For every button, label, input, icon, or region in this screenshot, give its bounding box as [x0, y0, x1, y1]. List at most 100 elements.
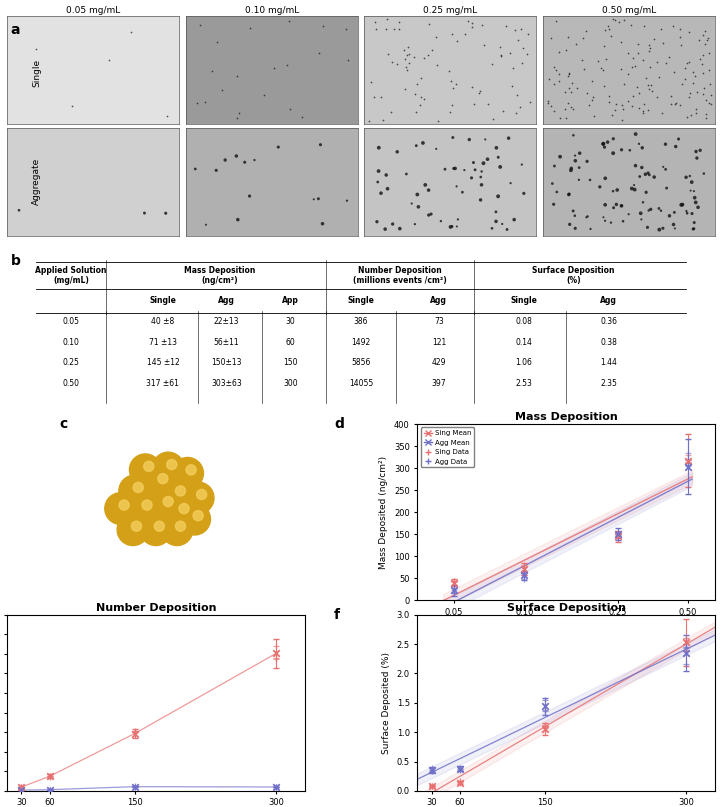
Point: [681, 646, 692, 659]
Point: [697, 66, 708, 79]
Text: App: App: [282, 296, 299, 305]
Point: [422, 48, 434, 61]
Point: [387, 218, 399, 231]
Point: [16, 784, 27, 797]
Point: [371, 215, 383, 228]
Point: [597, 137, 609, 150]
Circle shape: [175, 486, 186, 496]
Point: [586, 74, 597, 87]
Point: [681, 204, 692, 217]
Point: [448, 162, 459, 175]
Point: [446, 98, 458, 111]
Text: 0.38: 0.38: [600, 337, 617, 346]
Point: [599, 79, 610, 92]
Point: [607, 185, 619, 198]
Title: 0.10 mg/mL: 0.10 mg/mL: [245, 6, 299, 15]
Point: [16, 780, 27, 793]
Point: [570, 222, 581, 235]
Text: 0.25: 0.25: [63, 358, 79, 367]
Point: [343, 53, 355, 66]
Point: [399, 82, 411, 95]
Point: [512, 33, 523, 46]
Point: [272, 140, 284, 153]
Point: [612, 532, 623, 545]
Point: [560, 86, 571, 98]
Point: [129, 780, 140, 793]
Point: [630, 128, 641, 140]
Point: [415, 71, 427, 84]
Point: [448, 587, 460, 600]
Circle shape: [109, 500, 129, 521]
Point: [388, 23, 400, 36]
Point: [682, 456, 694, 469]
Point: [677, 199, 688, 211]
Point: [482, 97, 494, 110]
Point: [612, 529, 623, 541]
Point: [637, 104, 648, 117]
Point: [491, 141, 503, 154]
Point: [373, 141, 385, 154]
Point: [510, 107, 521, 119]
Point: [565, 164, 577, 177]
Point: [682, 457, 694, 470]
Point: [525, 95, 536, 108]
Point: [232, 70, 243, 83]
Point: [643, 103, 654, 116]
Point: [602, 20, 614, 33]
Point: [658, 161, 669, 174]
Point: [634, 170, 645, 183]
Point: [284, 102, 296, 115]
Point: [504, 47, 516, 60]
Circle shape: [144, 466, 175, 498]
Point: [553, 68, 565, 81]
Point: [497, 105, 508, 118]
Point: [630, 159, 641, 172]
Point: [644, 61, 656, 73]
Point: [642, 78, 653, 91]
Text: 0.10: 0.10: [63, 337, 79, 346]
Point: [189, 162, 201, 175]
Point: [564, 218, 575, 231]
Point: [476, 19, 487, 31]
Point: [563, 188, 575, 201]
Point: [612, 526, 623, 539]
Point: [645, 203, 656, 215]
Circle shape: [158, 474, 168, 483]
Point: [691, 152, 703, 165]
Point: [622, 68, 633, 81]
Point: [103, 53, 115, 66]
Point: [234, 107, 245, 119]
Point: [691, 86, 703, 99]
Point: [414, 98, 426, 111]
Point: [687, 223, 699, 236]
Point: [598, 40, 609, 52]
Point: [44, 783, 56, 796]
Point: [599, 140, 610, 153]
Point: [386, 56, 398, 69]
Point: [687, 207, 698, 220]
Point: [539, 722, 551, 735]
Point: [637, 54, 648, 67]
Point: [503, 132, 514, 144]
Point: [661, 56, 672, 69]
Point: [701, 34, 713, 47]
Point: [554, 111, 566, 124]
Text: 30: 30: [285, 317, 295, 326]
Point: [500, 19, 511, 32]
Point: [451, 180, 462, 193]
Title: Mass Deposition: Mass Deposition: [515, 412, 617, 422]
Point: [599, 23, 611, 36]
Text: 60: 60: [285, 337, 295, 346]
Point: [380, 169, 392, 182]
Point: [656, 107, 667, 119]
Point: [612, 526, 623, 539]
Point: [475, 170, 487, 183]
Point: [580, 211, 592, 224]
Point: [565, 162, 577, 175]
Point: [682, 459, 694, 472]
Point: [674, 23, 686, 36]
Text: 0.05: 0.05: [62, 317, 79, 326]
Point: [16, 780, 27, 793]
Point: [681, 56, 692, 69]
Point: [162, 110, 173, 123]
